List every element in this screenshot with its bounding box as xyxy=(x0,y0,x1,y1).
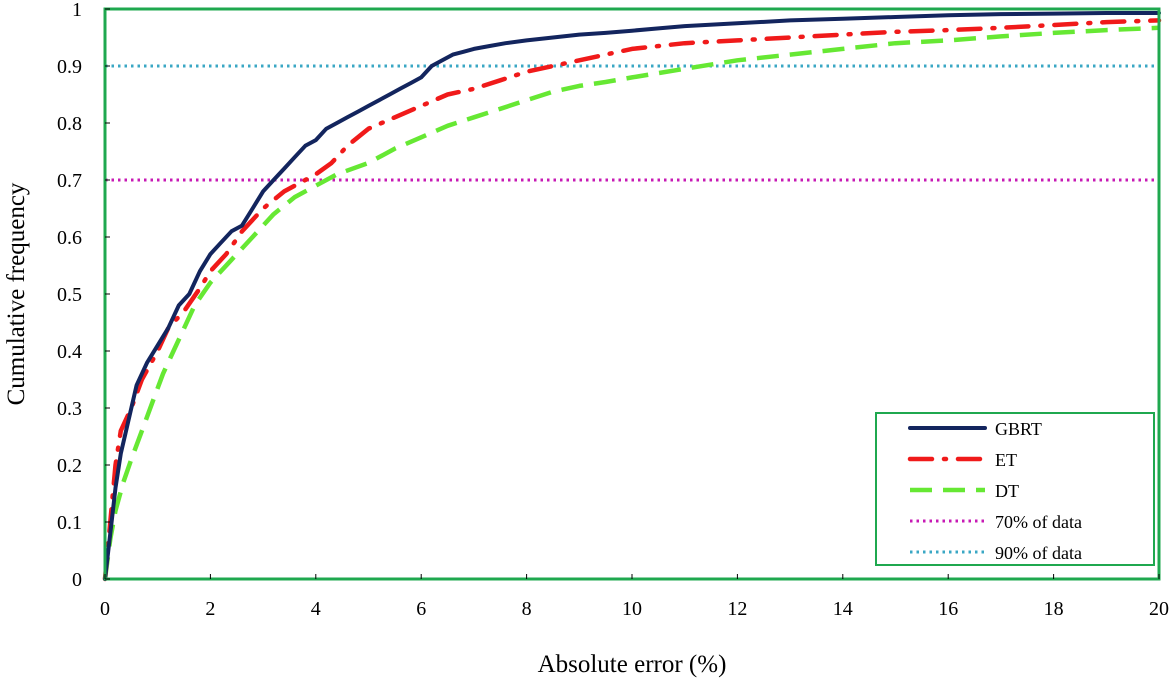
y-tick-label: 0.7 xyxy=(57,170,82,192)
legend-label-90pct-of-data: 90% of data xyxy=(995,543,1082,563)
x-tick-label: 20 xyxy=(1149,598,1169,620)
y-axis-title: Cumulative frequency xyxy=(3,182,30,405)
plot-lines xyxy=(102,11,1162,582)
y-tick-label: 0.8 xyxy=(57,113,82,135)
legend-label-gbrt: GBRT xyxy=(995,419,1042,439)
y-tick-label: 0 xyxy=(72,569,82,591)
x-tick-label: 18 xyxy=(1044,598,1064,620)
y-tick-label: 0.5 xyxy=(57,284,82,306)
x-tick-label: 14 xyxy=(833,598,853,620)
x-tick-label: 6 xyxy=(416,598,426,620)
y-tick-label: 0.4 xyxy=(57,341,82,363)
legend-label-dt: DT xyxy=(995,481,1019,501)
y-tick-label: 1 xyxy=(72,0,82,21)
y-tick-label: 0.9 xyxy=(57,56,82,78)
x-tick-label: 12 xyxy=(727,598,747,620)
y-tick-label: 0.6 xyxy=(57,227,82,249)
x-axis-title: Absolute error (%) xyxy=(538,651,727,678)
y-tick-label: 0.3 xyxy=(57,398,82,420)
y-tick-label: 0.1 xyxy=(57,512,82,534)
y-tick-label: 0.2 xyxy=(57,455,82,477)
legend-label-et: ET xyxy=(995,450,1017,470)
y-axis-ticks: 0 0.1 0.2 0.3 0.4 0.5 0.6 0.7 0.8 0.9 1 xyxy=(57,0,110,591)
series-line-dt xyxy=(102,25,1160,580)
x-tick-label: 16 xyxy=(938,598,958,620)
legend: GBRT ET DT 70% of data 90% of data xyxy=(875,412,1155,566)
legend-label-70pct-of-data: 70% of data xyxy=(995,512,1082,532)
x-tick-label: 8 xyxy=(522,598,532,620)
x-tick-label: 2 xyxy=(205,598,215,620)
series-line-gbrt xyxy=(103,11,1161,581)
x-tick-label: 10 xyxy=(622,598,642,620)
x-axis-ticks: 0 2 4 6 8 10 12 14 16 18 20 xyxy=(100,574,1169,620)
x-tick-label: 0 xyxy=(100,598,110,620)
x-tick-label: 4 xyxy=(311,598,321,620)
